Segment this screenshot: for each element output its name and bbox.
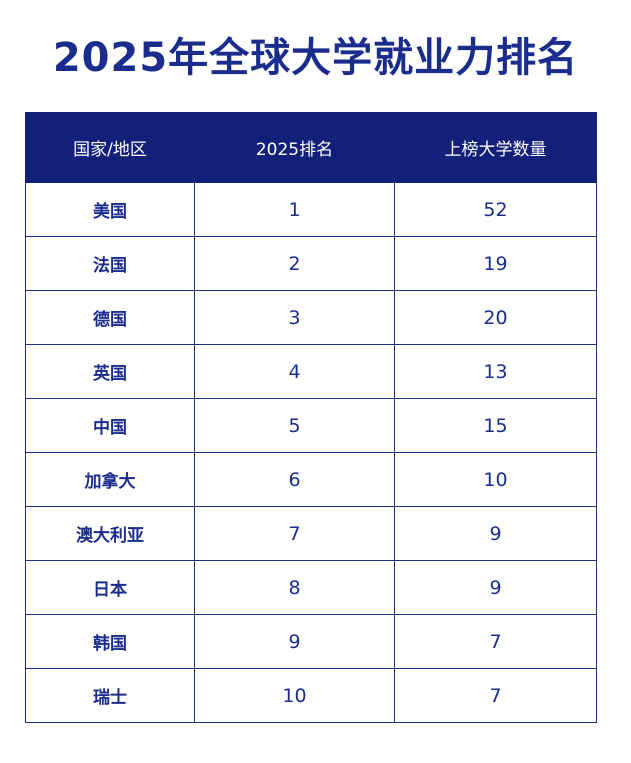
table-row: 澳大利亚 7 9 [25,506,597,561]
cell-count: 20 [394,290,597,345]
cell-country: 澳大利亚 [25,506,195,561]
table-row: 德国 3 20 [25,290,597,345]
header-row: 国家/地区 2025排名 上榜大学数量 [25,112,597,183]
cell-rank: 7 [194,506,395,561]
cell-count: 10 [394,452,597,507]
cell-country: 加拿大 [25,452,195,507]
cell-count: 52 [394,182,597,237]
cell-country: 韩国 [25,614,195,669]
chart-title: 2025年全球大学就业力排名 [52,35,579,81]
cell-rank: 9 [194,614,395,669]
table-row: 日本 8 9 [25,560,597,615]
cell-rank: 2 [194,236,395,291]
cell-rank: 6 [194,452,395,507]
cell-country: 英国 [25,344,195,399]
cell-rank: 4 [194,344,395,399]
table-row: 法国 2 19 [25,236,597,291]
cell-count: 19 [394,236,597,291]
cell-count: 13 [394,344,597,399]
cell-country: 瑞士 [25,668,195,723]
header-rank: 2025排名 [194,112,395,183]
cell-country: 法国 [25,236,195,291]
cell-count: 15 [394,398,597,453]
cell-count: 7 [394,614,597,669]
cell-rank: 10 [194,668,395,723]
cell-count: 7 [394,668,597,723]
table-row: 英国 4 13 [25,344,597,399]
cell-country: 中国 [25,398,195,453]
ranking-table: 国家/地区 2025排名 上榜大学数量 美国 1 52 法国 2 19 德国 3 20 英国 4 13… [25,112,597,723]
header-count: 上榜大学数量 [394,112,597,183]
table-row: 加拿大 6 10 [25,452,597,507]
table-row: 韩国 9 7 [25,614,597,669]
table-header: 国家/地区 2025排名 上榜大学数量 [25,112,597,183]
cell-count: 9 [394,560,597,615]
cell-rank: 8 [194,560,395,615]
cell-count: 9 [394,506,597,561]
cell-country: 美国 [25,182,195,237]
header-country: 国家/地区 [25,112,195,183]
cell-country: 日本 [25,560,195,615]
cell-rank: 1 [194,182,395,237]
cell-rank: 3 [194,290,395,345]
table-row: 中国 5 15 [25,398,597,453]
cell-country: 德国 [25,290,195,345]
cell-rank: 5 [194,398,395,453]
table-body: 美国 1 52 法国 2 19 德国 3 20 英国 4 13 中国 5 15 加拿大 6 10 澳大利亚 7 9 日本 8… [25,182,597,723]
table-row: 美国 1 52 [25,182,597,237]
table-row: 瑞士 10 7 [25,668,597,723]
